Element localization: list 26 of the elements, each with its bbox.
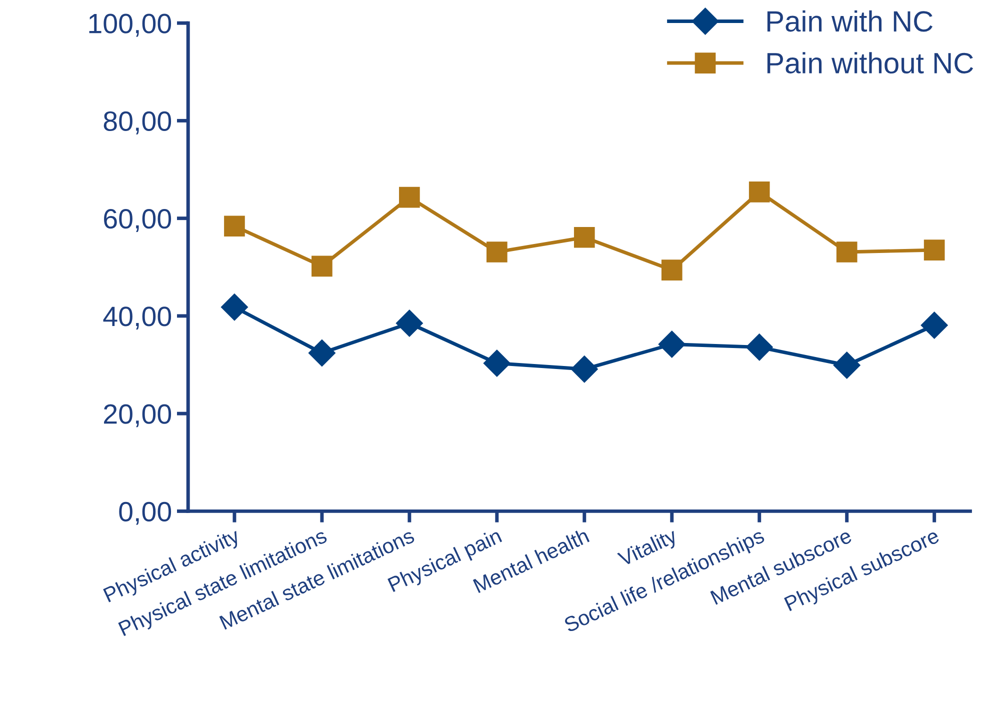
y-tick-label: 0,00 xyxy=(119,502,172,525)
point xyxy=(924,240,945,260)
point xyxy=(833,352,860,379)
point xyxy=(312,256,332,277)
point xyxy=(574,226,595,248)
point xyxy=(570,356,598,383)
point xyxy=(224,216,245,237)
point xyxy=(658,330,686,358)
y-tick-label: 40,00 xyxy=(103,306,172,330)
point xyxy=(308,340,336,366)
point xyxy=(920,312,948,339)
point xyxy=(483,350,510,377)
y-tick-label: 60,00 xyxy=(104,208,172,232)
point xyxy=(221,294,248,321)
point xyxy=(486,242,508,262)
point xyxy=(661,260,682,280)
point xyxy=(399,186,420,208)
legend-label: Pain with NC xyxy=(767,10,933,32)
point xyxy=(746,334,773,361)
legend-label: Pain without NC xyxy=(767,52,974,74)
point xyxy=(836,242,858,262)
point xyxy=(396,310,423,337)
y-tick-label: 100,00 xyxy=(89,14,172,37)
y-tick-label: 20,00 xyxy=(104,404,172,428)
point xyxy=(748,182,770,202)
y-tick-label: 80,00 xyxy=(104,111,172,134)
